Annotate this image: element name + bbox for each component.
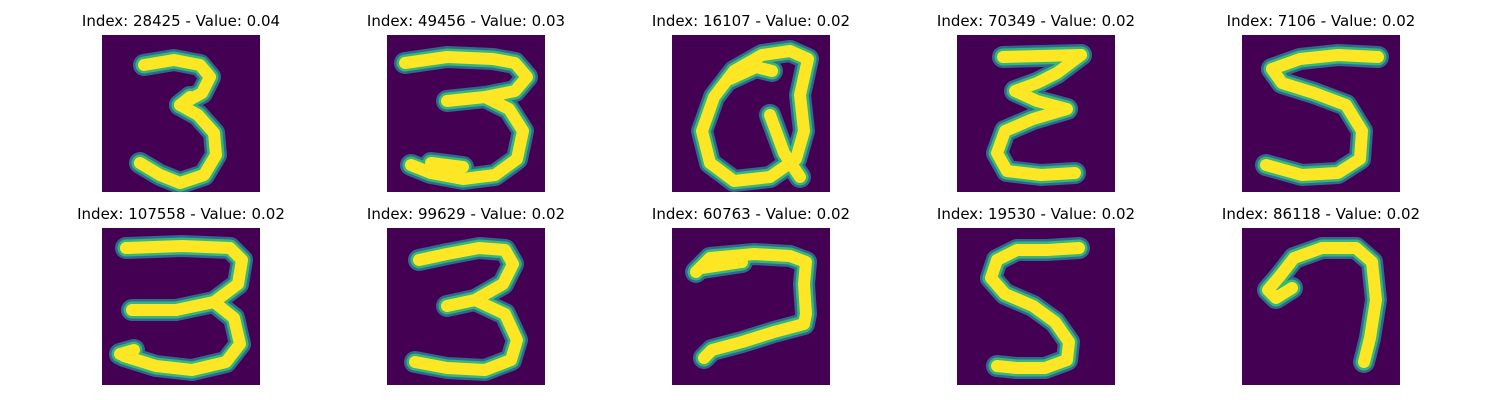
panel-title: Index: 7106 - Value: 0.02	[1226, 12, 1416, 30]
panel-2: Index: 49456 - Value: 0.03	[321, 10, 611, 200]
panel-title: Index: 28425 - Value: 0.04	[81, 12, 281, 30]
digit-stroke	[409, 242, 523, 376]
panel-title: Index: 49456 - Value: 0.03	[366, 12, 566, 30]
digit-stroke	[134, 54, 222, 189]
panel-1: Index: 28425 - Value: 0.04	[36, 10, 326, 200]
panel-10: Index: 86118 - Value: 0.02	[1176, 203, 1466, 393]
panel-3: Index: 16107 - Value: 0.02	[606, 10, 896, 200]
panel-5: Index: 7106 - Value: 0.02	[1176, 10, 1466, 200]
digit-image	[957, 35, 1115, 192]
panel-6: Index: 107558 - Value: 0.02	[36, 203, 326, 393]
panel-8: Index: 60763 - Value: 0.02	[606, 203, 896, 393]
digit-stroke	[991, 49, 1087, 181]
digit-stroke	[114, 240, 248, 376]
digit-image	[672, 35, 830, 192]
panel-title: Index: 70349 - Value: 0.02	[936, 12, 1136, 30]
digit-stroke	[696, 45, 814, 187]
digit-image	[102, 35, 260, 192]
digit-image	[957, 228, 1115, 385]
digit-stroke	[399, 51, 533, 185]
panel-9: Index: 19530 - Value: 0.02	[891, 203, 1181, 393]
digit-image	[1242, 35, 1400, 192]
digit-stroke	[690, 248, 812, 364]
panel-title: Index: 19530 - Value: 0.02	[936, 205, 1136, 223]
panel-title: Index: 16107 - Value: 0.02	[651, 12, 851, 30]
digit-image	[1242, 228, 1400, 385]
digit-image	[387, 228, 545, 385]
digit-stroke	[1260, 49, 1384, 181]
panel-title: Index: 86118 - Value: 0.02	[1221, 205, 1421, 223]
digit-image	[672, 228, 830, 385]
panel-title: Index: 60763 - Value: 0.02	[651, 205, 851, 223]
panel-title: Index: 107558 - Value: 0.02	[77, 205, 285, 223]
digit-image	[387, 35, 545, 192]
panel-4: Index: 70349 - Value: 0.02	[891, 10, 1181, 200]
digit-stroke	[985, 242, 1085, 374]
panel-title: Index: 99629 - Value: 0.02	[366, 205, 566, 223]
digit-stroke	[1262, 242, 1382, 368]
panel-7: Index: 99629 - Value: 0.02	[321, 203, 611, 393]
digit-image	[102, 228, 260, 385]
